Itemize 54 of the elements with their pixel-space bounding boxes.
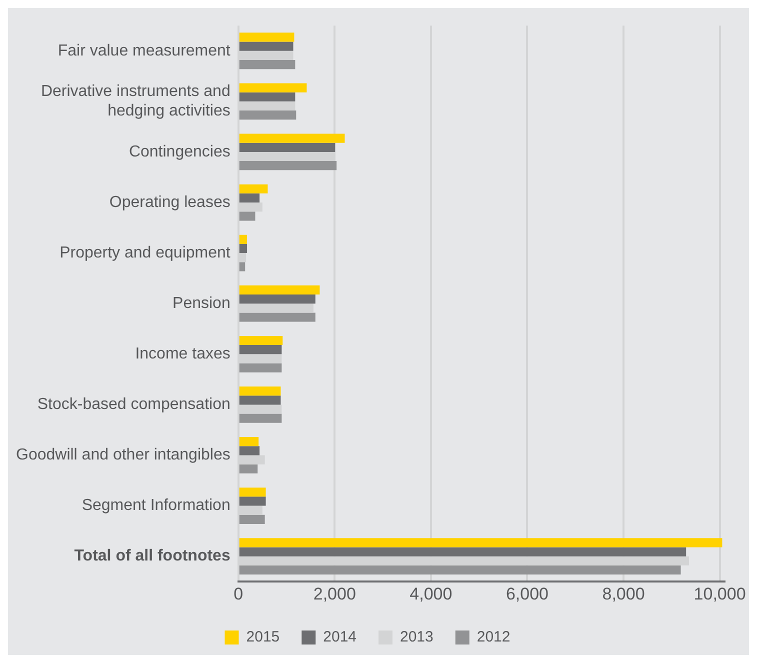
bar — [239, 294, 316, 304]
bar — [239, 60, 296, 70]
x-tick-label: 6,000 — [506, 584, 548, 604]
y-tick-label: Fair value measurement — [58, 42, 231, 60]
bar — [239, 336, 283, 346]
y-tick-label: Income taxes — [135, 346, 230, 363]
bar — [239, 262, 246, 272]
bar — [239, 386, 281, 396]
bar — [239, 547, 686, 556]
y-tick-label: Property and equipment — [60, 244, 231, 262]
bar — [239, 396, 281, 405]
bar — [239, 285, 320, 294]
bar — [239, 514, 265, 524]
legend-label: 2015 — [246, 628, 280, 646]
bar — [239, 110, 296, 120]
x-tick-label: 10,000 — [694, 584, 746, 604]
bar — [239, 312, 316, 322]
legend-label: 2013 — [400, 628, 434, 646]
bar — [239, 363, 282, 372]
y-tick-label: Contingencies — [128, 143, 230, 160]
bar — [239, 193, 260, 203]
bar — [239, 565, 681, 575]
bar — [239, 488, 266, 497]
bar — [239, 414, 282, 423]
bar — [239, 437, 259, 446]
x-tick-label: 2,000 — [313, 584, 356, 604]
y-tick-label: Segment Information — [82, 497, 230, 514]
bar — [239, 142, 336, 152]
x-tick-label: 4,000 — [410, 584, 452, 604]
x-tick-label: 0 — [234, 584, 244, 604]
y-tick-label: Operating leases — [109, 194, 230, 211]
legend-label: 2012 — [476, 628, 510, 646]
y-tick-label: Total of all footnotes — [74, 548, 230, 565]
bar — [239, 496, 266, 506]
bar — [239, 212, 256, 221]
bar — [239, 42, 294, 51]
bar — [239, 32, 294, 42]
y-tick-label: Pension — [172, 295, 230, 312]
y-tick-label: Stock-based compensation — [37, 396, 230, 414]
bar — [239, 538, 722, 548]
bar — [239, 446, 260, 456]
bar — [239, 345, 282, 354]
bar — [239, 244, 248, 254]
bar — [239, 134, 345, 143]
bar — [239, 234, 248, 244]
bar — [239, 92, 296, 102]
y-tick-label: Goodwill and other intangibles — [16, 446, 230, 464]
bar — [239, 83, 307, 92]
bar — [239, 161, 337, 170]
legend-label: 2014 — [323, 628, 357, 646]
bar — [239, 184, 268, 194]
bar — [239, 464, 258, 474]
x-tick-label: 8,000 — [602, 584, 645, 604]
y-tick-label: Derivative instruments and hedging activities — [40, 83, 230, 120]
